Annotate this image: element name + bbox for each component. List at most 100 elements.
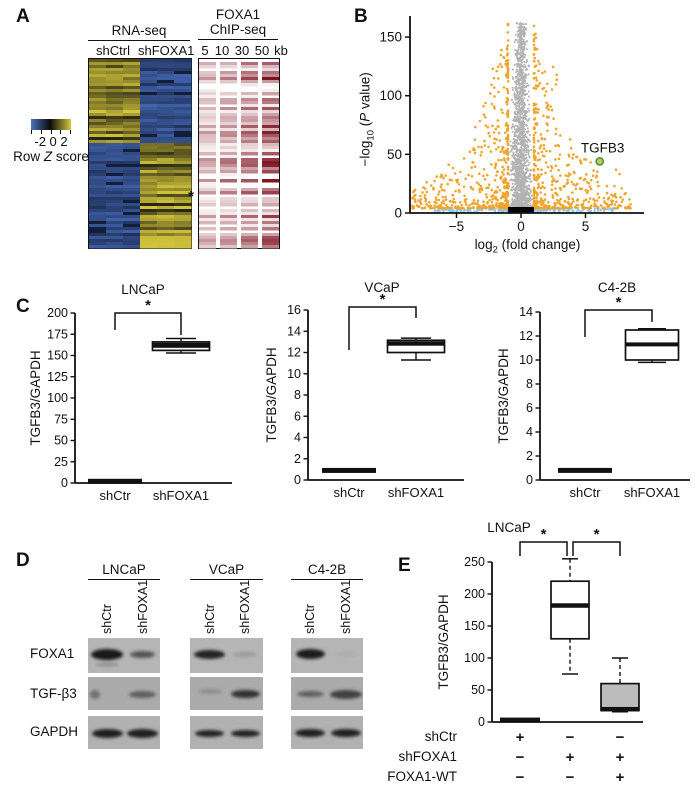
volcano-y-axis-label: −log10 (P value) (357, 72, 377, 167)
svg-text:6: 6 (294, 409, 301, 423)
svg-text:4: 4 (526, 425, 533, 439)
lane-label: shFOXA1 (135, 579, 150, 634)
cell-line-header: LNCaP (88, 562, 160, 580)
blot-box (190, 677, 263, 710)
lane-label: shFOXA1 (238, 579, 253, 634)
blot-band (130, 650, 156, 658)
group-median (601, 706, 639, 712)
sig-bracket (572, 541, 621, 556)
svg-text:6: 6 (526, 401, 533, 415)
svg-text:75: 75 (54, 412, 68, 426)
svg-text:125: 125 (47, 370, 68, 384)
svg-text:4: 4 (294, 431, 301, 445)
blot-band (296, 691, 324, 697)
svg-text:0: 0 (294, 473, 301, 487)
zscore-label: Row Z score (13, 149, 89, 164)
rnaseq-title: RNA-seq (88, 23, 190, 41)
sig-bracket (584, 309, 653, 337)
condition-symbol: − (565, 769, 575, 786)
rnaseq-group-shctrl: shCtrl (96, 43, 130, 58)
svg-text:50: 50 (387, 147, 402, 162)
category-label: shCtr (569, 485, 601, 500)
blot-box (291, 677, 363, 710)
chip-col-label: kb (274, 43, 288, 58)
condition-symbol: + (565, 749, 575, 766)
volcano-x-axis-label: log2 (fold change) (474, 237, 581, 256)
sig-asterisk: * (594, 526, 600, 543)
panel-c-label: C (16, 296, 30, 317)
blot-band (90, 689, 101, 699)
volcano-points-nonsig (507, 22, 535, 210)
condition-symbol: − (615, 729, 625, 746)
tgfb3-point (595, 156, 605, 166)
blot-box (190, 638, 263, 673)
blot-band (329, 689, 362, 699)
blot-band (129, 690, 157, 698)
lane-label: shCtr (202, 604, 217, 634)
svg-text:16: 16 (287, 303, 301, 317)
group-median (152, 342, 210, 348)
y-axis-label: TGFB3/GAPDH (496, 348, 511, 443)
sig-bracket (114, 312, 182, 335)
chip-col-label: 30 (234, 43, 250, 58)
panel-b-label: B (354, 6, 368, 27)
sig-bracket (519, 541, 568, 556)
blot-row-label: TGF-β3 (30, 686, 77, 701)
boxplot-c42b: C4-2B TGFB3/GAPDH 0 2 4 6 8 10 12 14 shCtr shFOXA1 * (496, 280, 690, 500)
group-bar (322, 467, 376, 473)
blot-band (295, 729, 326, 737)
volcano-plot: 0 50 100 150 −5 0 5 TGFB3 (379, 16, 644, 234)
blot-band (91, 648, 124, 660)
plot-title: LNCaP (121, 282, 165, 297)
svg-text:0: 0 (394, 206, 402, 221)
svg-text:50: 50 (471, 683, 485, 697)
category-label: shFOXA1 (153, 488, 209, 503)
svg-text:150: 150 (47, 349, 68, 363)
svg-text:10: 10 (287, 367, 301, 381)
chip-col-label: 50 (254, 43, 270, 58)
group-median (625, 342, 679, 347)
svg-text:100: 100 (464, 651, 485, 665)
blot-band (195, 729, 225, 737)
condition-symbol: − (515, 769, 525, 786)
svg-text:200: 200 (47, 306, 68, 320)
blot-box (88, 638, 160, 673)
tgfb3-label: TGFB3 (581, 140, 625, 155)
volcano-center-bar (508, 206, 534, 213)
svg-text:0: 0 (526, 473, 533, 487)
y-axis-label: TGFB3/GAPDH (28, 350, 43, 445)
rescue-plot-title: LNCaP (487, 520, 531, 535)
svg-text:2: 2 (294, 452, 301, 466)
condition-label: shFOXA1 (398, 749, 457, 764)
blot-band (233, 651, 258, 657)
blot-band (95, 662, 120, 666)
svg-text:8: 8 (294, 388, 301, 402)
svg-text:150: 150 (379, 30, 402, 45)
blot-row-label: GAPDH (30, 724, 79, 739)
sig-asterisk: * (380, 291, 386, 308)
blot-box (88, 677, 160, 710)
svg-text:175: 175 (47, 327, 68, 341)
lane-label: shCtr (303, 604, 318, 634)
blot-band (197, 688, 222, 694)
plot-title: VCaP (364, 280, 399, 295)
svg-text:0: 0 (478, 715, 485, 729)
cell-line-header: C4-2B (291, 562, 363, 580)
group-box (550, 580, 590, 640)
category-label: shCtr (333, 485, 365, 500)
sig-asterisk: * (616, 294, 622, 311)
plot-title: C4-2B (598, 280, 636, 295)
zscore-colorbar (31, 119, 71, 130)
boxplot-vcap: VCaP TGFB3/GAPDH 0 2 4 6 8 10 12 14 16 shCtr shFOXA1… (264, 280, 464, 500)
boxplot-rescue: TGFB3/GAPDH 0 50 100 150 200 250 * * (436, 526, 643, 729)
svg-text:200: 200 (464, 587, 485, 601)
zscore-colorbar-ticks (31, 130, 71, 134)
volcano-points-sig (411, 22, 632, 210)
blot-row-label: FOXA1 (30, 646, 75, 661)
y-axis-label: TGFB3/GAPDH (436, 594, 451, 689)
group-box (600, 682, 640, 712)
zscore-tick-labels: -2 0 2 (34, 134, 68, 149)
svg-text:14: 14 (287, 324, 301, 338)
lane-label: shFOXA1 (338, 579, 353, 634)
